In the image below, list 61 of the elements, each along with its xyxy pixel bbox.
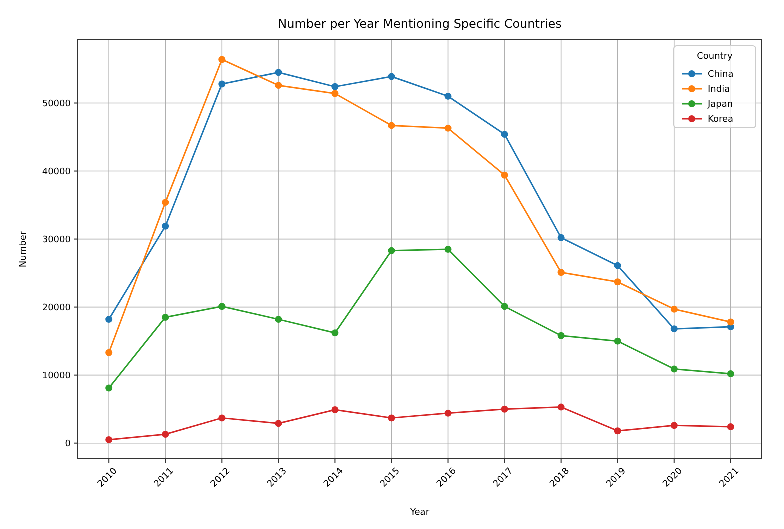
legend-label: India — [708, 85, 730, 96]
point — [558, 404, 565, 411]
point — [162, 199, 170, 206]
point — [444, 246, 452, 253]
point — [727, 370, 734, 378]
point — [275, 420, 282, 428]
point — [501, 406, 508, 413]
chart-title: Number per Year Mentioning Specific Countries — [278, 17, 562, 31]
point — [444, 410, 452, 417]
y-tick-label: 10000 — [42, 371, 72, 382]
x-axis-title: Year — [409, 508, 430, 518]
point — [727, 318, 734, 326]
point — [727, 424, 734, 431]
point — [670, 422, 678, 430]
point — [388, 73, 396, 80]
point — [106, 349, 113, 356]
point — [558, 332, 565, 340]
legend-label: China — [708, 70, 734, 80]
legend-label: Japan — [707, 100, 734, 110]
y-axis-title: Number — [19, 231, 29, 268]
point — [670, 326, 678, 333]
point — [106, 384, 113, 392]
point — [332, 83, 339, 90]
point — [388, 122, 396, 130]
point — [218, 303, 226, 310]
point — [501, 131, 508, 138]
point — [275, 69, 282, 76]
point — [501, 172, 508, 179]
point — [275, 82, 282, 90]
point — [614, 262, 622, 270]
point — [218, 56, 226, 64]
point — [670, 366, 678, 373]
point — [558, 269, 565, 276]
point — [218, 80, 226, 88]
y-tick-label: 30000 — [42, 235, 72, 246]
point — [218, 414, 226, 422]
point — [614, 278, 622, 286]
y-tick-label: 40000 — [42, 167, 72, 178]
point — [162, 314, 170, 322]
point — [162, 431, 170, 438]
point — [501, 303, 508, 310]
legend-label: Korea — [708, 115, 734, 126]
point — [106, 316, 113, 324]
point — [332, 406, 339, 414]
y-tick-label: 0 — [65, 440, 72, 450]
point — [332, 330, 339, 337]
y-tick-label: 20000 — [42, 303, 72, 314]
point — [275, 316, 282, 324]
point — [444, 124, 452, 132]
point — [614, 338, 622, 345]
y-tick-label: 50000 — [42, 99, 72, 110]
point — [614, 428, 622, 435]
point — [162, 222, 170, 230]
point — [388, 247, 396, 254]
point — [332, 90, 339, 98]
point — [388, 414, 396, 422]
legend-title: Country — [697, 52, 734, 62]
point — [106, 436, 113, 444]
point — [558, 234, 565, 242]
point — [444, 92, 452, 100]
point — [670, 306, 678, 313]
